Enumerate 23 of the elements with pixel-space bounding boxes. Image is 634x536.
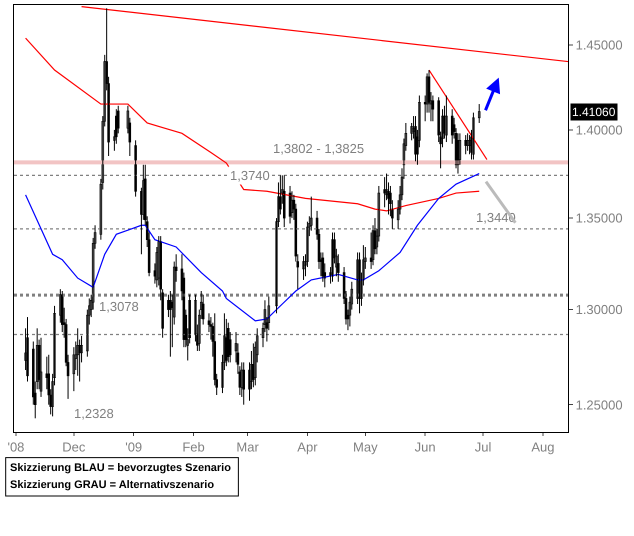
x-tick-label: Jun — [414, 440, 436, 455]
x-tick-label: '08 — [7, 440, 24, 455]
y-tick-label: 1.30000 — [576, 302, 623, 318]
y-tick-label: 1.40000 — [576, 122, 623, 138]
y-tick-label: 1.25000 — [576, 397, 623, 412]
ref-line-label: 1,3078 — [99, 299, 139, 314]
x-tick-label: Aug — [531, 440, 554, 455]
x-tick-label: Apr — [297, 440, 318, 455]
text: Skizzierung BLAU = bevorzugtes Szenario — [10, 462, 232, 474]
y-tick-label: 1.35000 — [576, 210, 623, 226]
x-tick-label: Dec — [62, 440, 86, 455]
x-tick-label: Jul — [474, 440, 492, 455]
x-tick-label: '09 — [125, 440, 142, 455]
ref-line-label: 1,3740 — [230, 168, 270, 183]
line-series — [24, 38, 480, 212]
x-tick-label: Feb — [182, 440, 205, 455]
band-label: 1,3802 - 1,3825 — [273, 141, 364, 156]
annotation: 1,2328 — [74, 406, 114, 421]
y-tick-label: 1.45000 — [576, 37, 623, 52]
text: Skizzierung GRAU = Alternativszenario — [10, 479, 214, 491]
x-tick-label: May — [353, 440, 378, 455]
x-tick-label: Mar — [236, 440, 260, 455]
text: 1.41060 — [572, 105, 616, 119]
